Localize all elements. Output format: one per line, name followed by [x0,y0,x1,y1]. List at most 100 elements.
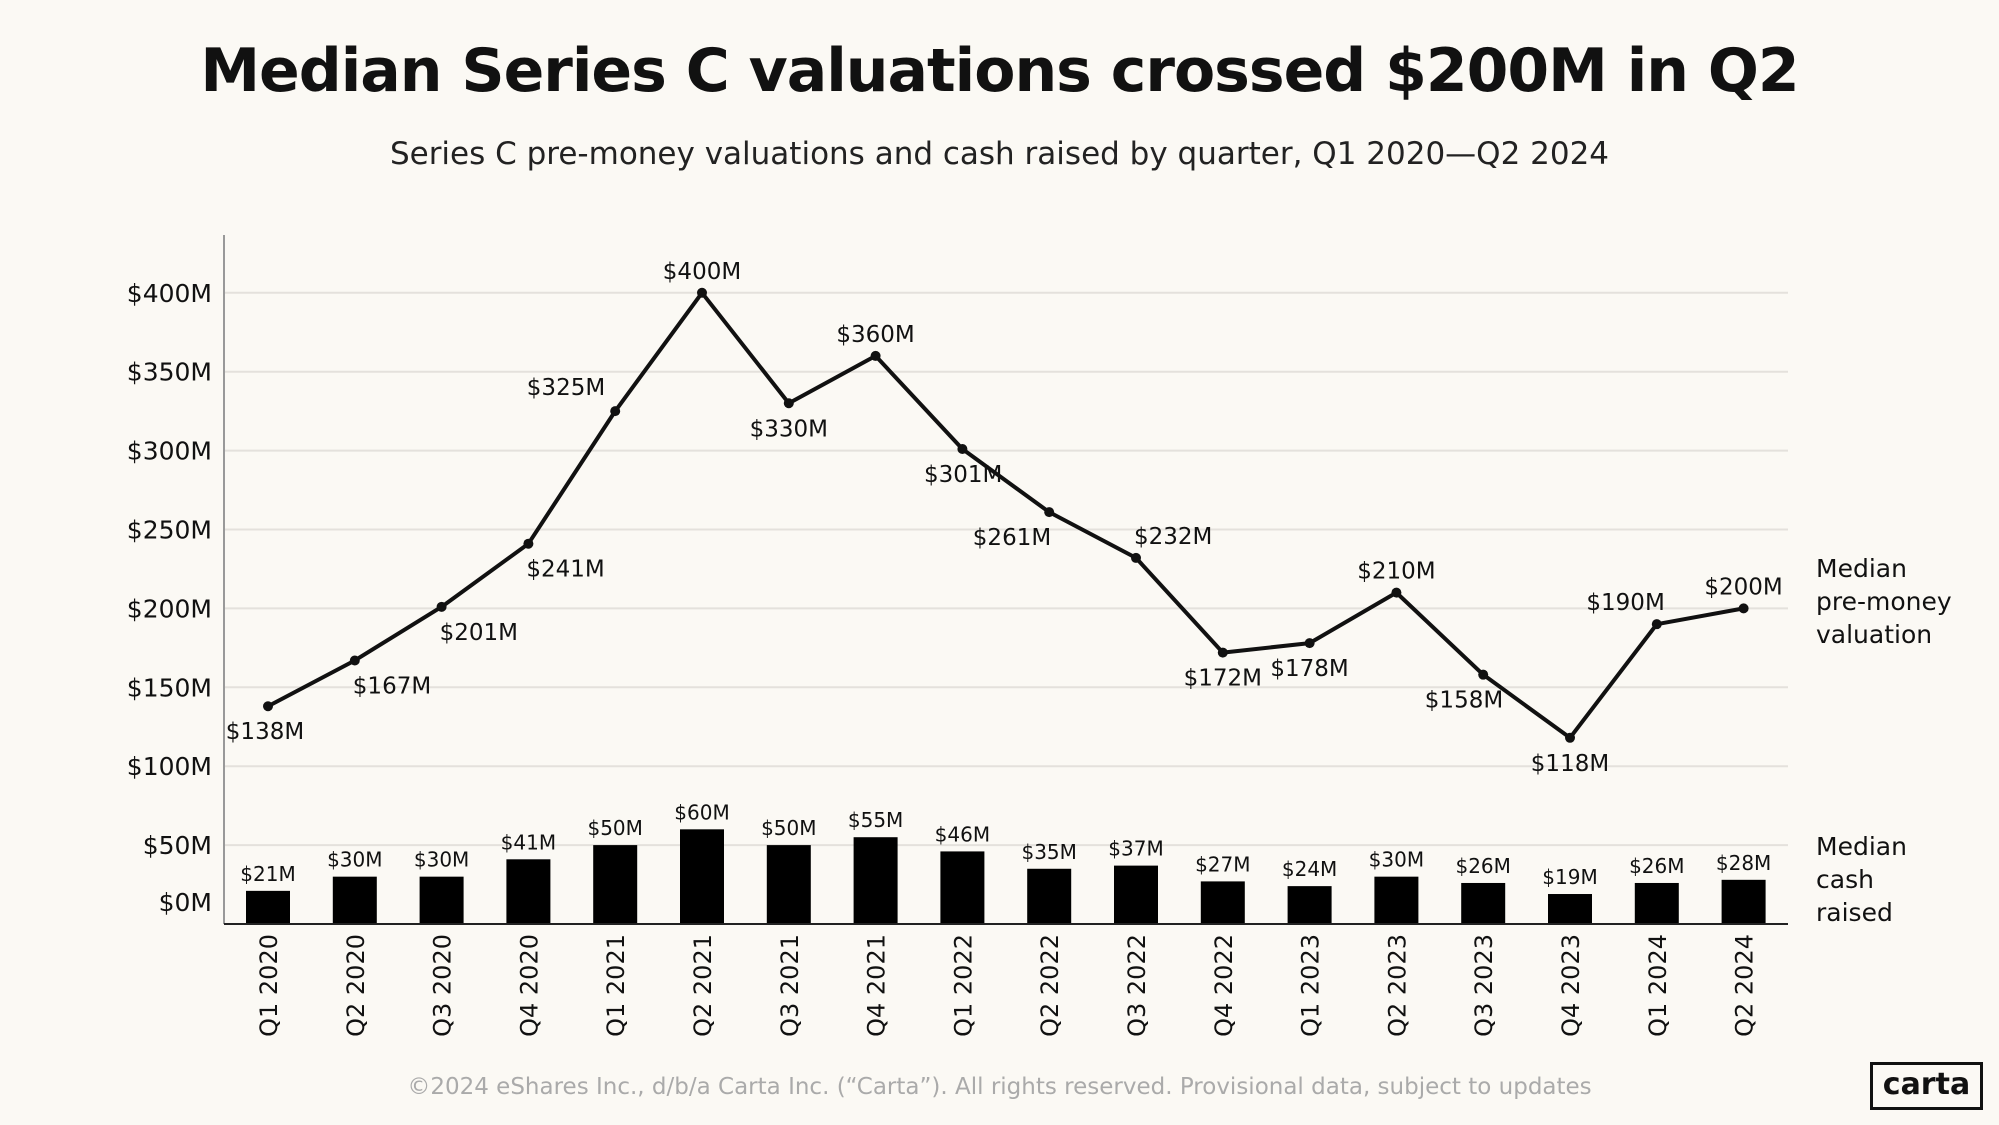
y-tick-label: $250M [127,516,212,545]
line-label: $400M [663,259,741,285]
legend-cash: raised [1816,898,1893,927]
legend-cash: Median [1816,832,1907,861]
data-point [1478,669,1489,680]
line-label: $190M [1586,590,1664,616]
x-tick-label: Q3 2023 [1470,934,1498,1037]
y-tick-label: $300M [127,437,212,466]
copyright-footer: ©2024 eShares Inc., d/b/a Carta Inc. (“C… [407,1074,1592,1100]
y-tick-label: $100M [127,752,212,781]
line-label: $241M [526,557,604,583]
x-tick-label: Q2 2024 [1731,934,1759,1037]
x-tick-label: Q1 2020 [255,934,283,1037]
y-tick-label: $400M [127,279,212,308]
x-tick-label: Q3 2020 [429,934,457,1037]
bar [332,876,377,924]
bar-label: $26M [1455,854,1510,878]
bar [1461,882,1506,924]
data-point [1391,587,1402,598]
bar-label: $41M [501,830,556,854]
bar [419,876,464,924]
data-point [1304,638,1315,649]
line-label: $118M [1531,751,1609,777]
bar-label: $24M [1282,857,1337,881]
data-point [263,701,273,712]
valuation-line [267,290,1744,740]
data-point [1044,507,1055,518]
line-label: $178M [1270,656,1348,682]
y-tick-label: $200M [127,594,212,623]
x-tick-label: Q2 2022 [1036,934,1064,1037]
y-tick-label: $50M [143,831,212,860]
data-point [870,350,881,361]
x-tick-label: Q3 2021 [776,934,804,1037]
bar-label: $21M [240,862,295,886]
bar-label: $30M [414,848,469,872]
bar-label: $27M [1195,852,1250,876]
y-tick-label: $350M [127,358,212,387]
bar [1548,894,1592,924]
line-label: $232M [1134,524,1212,550]
bar [1634,882,1679,924]
x-tick-label: Q4 2023 [1557,934,1585,1037]
bar-label: $35M [1021,840,1076,864]
x-tick-label: Q2 2023 [1383,934,1411,1037]
x-tick-label: Q1 2023 [1297,934,1325,1037]
legend-valuation: Median [1816,554,1907,583]
line-label: $210M [1357,559,1435,585]
bar-label: $60M [674,800,729,824]
data-point [1217,647,1228,658]
bar [1721,879,1766,924]
bar [1287,886,1332,924]
legend-valuation: valuation [1816,620,1932,649]
x-tick-label: Q4 2022 [1210,934,1238,1037]
x-tick-label: Q3 2022 [1123,934,1151,1037]
x-tick-label: Q1 2024 [1644,934,1672,1037]
y-tick-label: $0M [159,888,212,917]
bar [766,845,811,924]
data-point [349,655,360,666]
data-point [523,538,534,549]
x-tick-label: Q4 2020 [515,934,543,1037]
x-tick-label: Q4 2021 [863,934,891,1037]
line-label: $200M [1704,574,1782,600]
data-point [610,406,621,417]
bar-label: $50M [761,816,816,840]
line-label: $167M [353,673,431,699]
line-label: $201M [440,620,518,646]
bar [1200,881,1245,924]
line-label: $261M [973,525,1051,551]
data-point [1651,619,1662,630]
line-label: $360M [836,322,914,348]
data-point [697,287,707,298]
y-tick-label: $150M [127,673,212,702]
data-point [957,444,968,455]
bar-label: $28M [1716,851,1771,875]
data-point [436,601,447,612]
bar [1114,865,1158,924]
legend-cash: cash [1816,865,1874,894]
chart-title: Median Series C valuations crossed $200M… [200,36,1799,106]
carta-logo: carta [1870,1062,1983,1110]
bar-label: $37M [1108,837,1163,861]
x-tick-label: Q1 2022 [949,934,977,1037]
bar [853,837,898,924]
bar [593,845,638,924]
line-label: $138M [226,719,304,745]
bar-label: $55M [848,808,903,832]
bar-label: $46M [935,822,990,846]
bar [246,890,290,924]
data-point [783,398,794,409]
bar-label: $19M [1542,865,1597,889]
x-tick-label: Q1 2021 [602,934,630,1037]
bar-label: $50M [587,816,642,840]
bar [1027,868,1072,924]
legend-valuation: pre-money [1816,587,1952,616]
line-label: $325M [527,375,605,401]
line-label: $330M [750,416,828,442]
bar [1374,876,1419,924]
bar-label: $30M [1369,848,1424,872]
bar-label: $30M [327,848,382,872]
bar [680,829,724,924]
bar [506,859,551,924]
